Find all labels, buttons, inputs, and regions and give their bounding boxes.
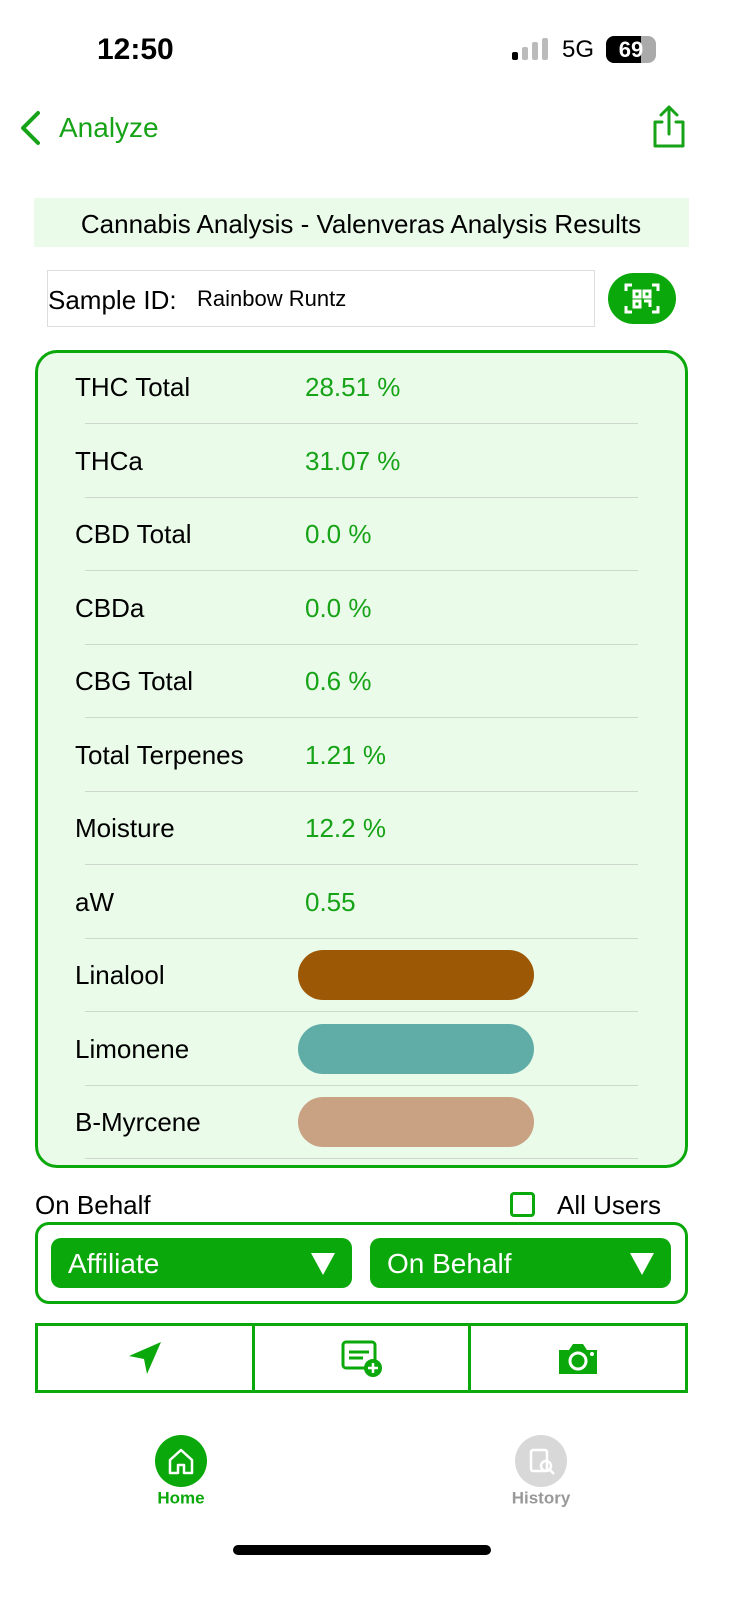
dropdown-label[interactable]: On Behalf	[387, 1248, 512, 1279]
dropdown-arrow	[630, 1253, 654, 1275]
row-divider	[85, 1158, 638, 1159]
home-indicator	[233, 1545, 491, 1555]
result-label: Moisture	[75, 813, 175, 843]
location-button[interactable]	[38, 1326, 255, 1390]
back-chevron[interactable]	[18, 110, 44, 146]
location-icon	[128, 1342, 161, 1374]
camera-icon	[559, 1344, 598, 1374]
sample-value[interactable]: Rainbow Runtz	[197, 286, 347, 311]
home-glyph	[168, 1448, 194, 1475]
row-divider	[85, 570, 638, 571]
result-label: Limonene	[75, 1033, 190, 1064]
camera-button[interactable]	[471, 1326, 685, 1390]
terpene-bar	[298, 1097, 534, 1147]
checkbox[interactable]	[510, 1192, 535, 1217]
row-divider	[85, 717, 638, 718]
sample-label: Sample ID:	[48, 285, 177, 315]
dropdown[interactable]	[370, 1238, 671, 1288]
result-label: Total Terpenes	[75, 739, 244, 770]
result-label: aW	[75, 886, 114, 917]
page-title: Cannabis Analysis - Valenveras Analysis …	[80, 209, 642, 239]
row-divider	[85, 423, 638, 424]
result-value: 0.55	[305, 886, 356, 917]
tab-label[interactable]: History	[511, 1488, 571, 1508]
sample-field[interactable]	[47, 270, 595, 327]
action-bar	[35, 1323, 688, 1393]
result-label: THCa	[75, 445, 143, 476]
row-divider	[85, 937, 638, 939]
dropdown[interactable]	[51, 1238, 352, 1288]
row-divider	[85, 643, 638, 645]
result-value: 28.51 %	[305, 372, 401, 402]
checkbox-label[interactable]: All Users	[557, 1190, 662, 1220]
add-report-button[interactable]	[255, 1326, 472, 1390]
back-button[interactable]: Analyze	[59, 112, 159, 143]
result-value: 0.0 %	[305, 592, 372, 623]
battery: 69	[606, 36, 656, 63]
tab-icon[interactable]	[515, 1435, 567, 1487]
result-label: B-Myrcene	[75, 1107, 201, 1137]
terpene-bar	[298, 950, 534, 1000]
result-value: 0.6 %	[305, 666, 372, 696]
result-label: CBD Total	[75, 519, 192, 549]
result-value: 1.21 %	[305, 739, 386, 770]
on-behalf-label: On Behalf	[35, 1190, 151, 1220]
qr-button[interactable]	[608, 273, 676, 324]
tab-label[interactable]: Home	[157, 1488, 205, 1508]
row-divider	[85, 864, 638, 865]
signal-icon	[512, 38, 548, 60]
result-value: 31.07 %	[305, 445, 401, 476]
add-report-icon	[341, 1340, 382, 1377]
title-band	[34, 198, 689, 247]
dropdown-arrow	[311, 1253, 335, 1275]
row-divider	[85, 1011, 638, 1012]
row-divider	[85, 790, 638, 792]
result-label: Linalool	[75, 960, 165, 990]
qr-icon	[624, 283, 660, 314]
dropdown-label[interactable]: Affiliate	[68, 1248, 160, 1279]
tab-icon[interactable]	[155, 1435, 207, 1487]
network: 5G	[562, 36, 595, 63]
result-value: 0.0 %	[305, 519, 372, 549]
terpene-bar	[298, 1023, 534, 1074]
result-value: 12.2 %	[305, 813, 386, 843]
dropdown-container	[35, 1222, 688, 1304]
result-label: THC Total	[75, 372, 191, 402]
status-time: 12:50	[97, 33, 174, 66]
row-divider	[85, 496, 638, 498]
result-label: CBG Total	[75, 666, 194, 696]
history-glyph	[529, 1448, 555, 1475]
result-label: CBDa	[75, 592, 145, 623]
share-icon[interactable]	[650, 104, 688, 150]
row-divider	[85, 1084, 638, 1086]
